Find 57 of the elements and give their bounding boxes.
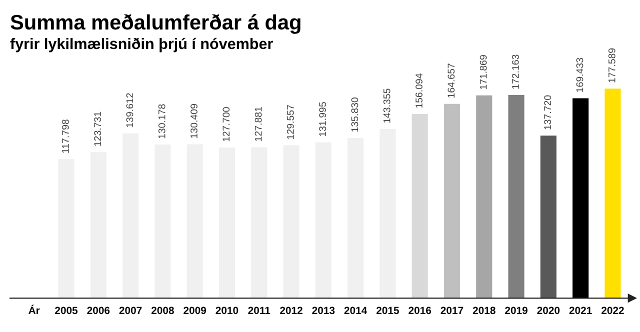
chart-subtitle: fyrir lykilmælisniðin þrjú í nóvember	[10, 38, 273, 52]
bar	[572, 98, 589, 298]
data-label: 143.355	[383, 88, 390, 123]
x-tick-label: 2016	[408, 306, 432, 314]
data-label: 171.869	[480, 55, 487, 90]
data-label: 130.409	[190, 104, 198, 138]
bar	[90, 152, 106, 298]
x-tick-label: 2021	[569, 306, 592, 314]
bar	[380, 129, 396, 298]
bar	[540, 136, 556, 298]
bar	[283, 145, 300, 298]
data-label: 139.612	[126, 93, 134, 128]
bar	[154, 144, 171, 298]
bar	[186, 144, 203, 298]
bar	[58, 159, 74, 298]
x-tick-label: 2008	[151, 306, 174, 314]
data-label: 127.700	[222, 107, 230, 142]
x-tick-label: 2007	[119, 306, 142, 314]
bar	[444, 104, 460, 298]
bar	[476, 95, 492, 298]
x-tick-label: 2010	[216, 306, 238, 314]
x-tick-label: 2020	[537, 306, 560, 314]
bar	[315, 142, 332, 298]
data-label: 117.798	[62, 120, 69, 153]
x-tick-label: 2017	[440, 306, 464, 314]
data-label: 129.557	[286, 105, 294, 139]
x-tick-label: 2006	[87, 306, 110, 314]
x-tick-label: 2022	[601, 306, 624, 314]
data-label: 172.163	[512, 54, 519, 89]
x-tick-label: Ár	[28, 304, 40, 314]
x-tick-label: 2012	[280, 306, 302, 314]
bar	[412, 114, 428, 298]
bar	[348, 138, 364, 298]
bar	[508, 95, 524, 298]
x-tick-label: 2013	[312, 306, 335, 314]
data-label: 177.589	[608, 48, 616, 82]
data-label: 169.433	[576, 58, 584, 92]
x-tick-label: 2019	[505, 306, 528, 314]
bar	[218, 147, 236, 298]
data-label: 156.094	[416, 74, 422, 108]
data-label: 127.881	[254, 107, 262, 141]
x-tick-label: 2015	[376, 306, 399, 314]
x-tick-label: 2011	[248, 306, 270, 314]
bar	[251, 147, 268, 298]
data-label: 135.830	[351, 98, 358, 132]
data-label: 123.731	[94, 112, 102, 146]
bar	[604, 88, 621, 298]
x-tick-label: 2005	[55, 306, 78, 314]
bar	[122, 133, 139, 298]
x-tick-label: 2009	[184, 306, 206, 314]
chart-title: Summa meðalumferðar á dag	[10, 14, 300, 34]
data-label: 164.657	[448, 64, 455, 98]
data-label: 131.995	[319, 102, 326, 136]
data-label: 137.720	[544, 95, 552, 130]
data-label: 130.178	[158, 104, 166, 138]
x-tick-label: 2014	[344, 306, 368, 314]
x-tick-label: 2018	[472, 306, 496, 314]
